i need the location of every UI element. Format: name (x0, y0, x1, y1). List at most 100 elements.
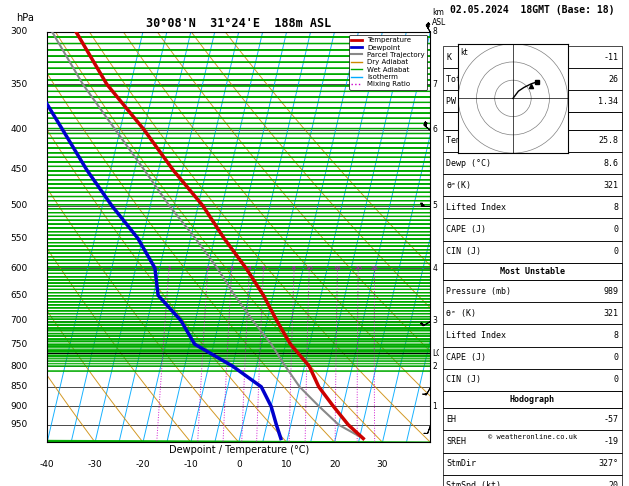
Legend: Temperature, Dewpoint, Parcel Trajectory, Dry Adiabat, Wet Adiabat, Isotherm, Mi: Temperature, Dewpoint, Parcel Trajectory… (349, 35, 427, 89)
Bar (443, 241, 622, 263)
Text: PW (cm): PW (cm) (447, 97, 481, 106)
Bar (443, 280, 622, 302)
Bar (443, 68, 622, 90)
Bar (443, 324, 622, 347)
Text: 8: 8 (613, 203, 618, 212)
Text: 20: 20 (329, 460, 340, 469)
Text: CIN (J): CIN (J) (447, 247, 481, 256)
Text: StmDir: StmDir (447, 459, 476, 468)
Bar (443, 112, 622, 130)
Text: 8.6: 8.6 (603, 158, 618, 168)
Text: 20: 20 (354, 266, 362, 271)
Text: 30: 30 (377, 460, 388, 469)
Text: θᵉ(K): θᵉ(K) (447, 181, 471, 190)
Text: 5: 5 (432, 201, 437, 210)
Text: 750: 750 (10, 340, 27, 348)
Text: 2: 2 (206, 266, 209, 271)
Bar (443, 475, 622, 486)
Text: 26: 26 (608, 75, 618, 84)
Text: 0: 0 (236, 460, 242, 469)
Bar (443, 302, 622, 324)
Text: 20: 20 (608, 481, 618, 486)
Text: 0: 0 (613, 225, 618, 234)
Bar (443, 452, 622, 475)
Text: θᵉ (K): θᵉ (K) (447, 309, 476, 318)
Text: 2: 2 (432, 362, 437, 371)
Bar (443, 347, 622, 369)
Text: 25.8: 25.8 (598, 137, 618, 145)
Text: 1: 1 (167, 266, 170, 271)
Text: 327°: 327° (598, 459, 618, 468)
Text: 0: 0 (613, 247, 618, 256)
Bar (443, 263, 622, 280)
Bar (443, 391, 622, 408)
Text: 10: 10 (281, 460, 292, 469)
Text: 8: 8 (613, 331, 618, 340)
Bar (443, 174, 622, 196)
Text: Dewp (°C): Dewp (°C) (447, 158, 491, 168)
Text: -40: -40 (40, 460, 55, 469)
Text: Temp (°C): Temp (°C) (447, 137, 491, 145)
Text: 3: 3 (432, 316, 437, 325)
Bar (443, 46, 622, 68)
Bar (443, 408, 622, 430)
Text: 650: 650 (10, 291, 27, 300)
Text: 0: 0 (613, 353, 618, 362)
Text: 3: 3 (230, 266, 233, 271)
Text: Pressure (mb): Pressure (mb) (447, 287, 511, 295)
Text: -19: -19 (603, 437, 618, 446)
Text: 600: 600 (10, 263, 27, 273)
Text: CIN (J): CIN (J) (447, 375, 481, 384)
Text: hPa: hPa (16, 14, 35, 23)
Text: Hodograph: Hodograph (510, 395, 555, 404)
Bar (443, 218, 622, 241)
Text: km
ASL: km ASL (432, 8, 447, 28)
Text: 4: 4 (247, 266, 252, 271)
Text: © weatheronline.co.uk: © weatheronline.co.uk (487, 434, 577, 440)
Bar (443, 90, 622, 112)
Text: 850: 850 (10, 382, 27, 391)
Text: 25: 25 (370, 266, 379, 271)
Text: Most Unstable: Most Unstable (500, 267, 565, 276)
Text: 900: 900 (10, 402, 27, 411)
Text: -11: -11 (603, 52, 618, 62)
Text: K: K (447, 52, 452, 62)
Text: 02.05.2024  18GMT (Base: 18): 02.05.2024 18GMT (Base: 18) (450, 5, 615, 15)
Text: 0: 0 (613, 375, 618, 384)
Text: CAPE (J): CAPE (J) (447, 353, 486, 362)
Text: SREH: SREH (447, 437, 467, 446)
Text: 300: 300 (10, 27, 27, 36)
Text: -57: -57 (603, 415, 618, 424)
Bar (443, 430, 622, 452)
Text: Totals Totals: Totals Totals (447, 75, 511, 84)
Text: 6: 6 (432, 125, 437, 134)
Text: 7: 7 (432, 80, 437, 88)
X-axis label: Dewpoint / Temperature (°C): Dewpoint / Temperature (°C) (169, 445, 309, 455)
Text: 1: 1 (432, 402, 437, 411)
Text: 5: 5 (262, 266, 265, 271)
Text: 400: 400 (10, 125, 27, 134)
Title: 30°08'N  31°24'E  188m ASL: 30°08'N 31°24'E 188m ASL (146, 17, 331, 31)
Text: EH: EH (447, 415, 457, 424)
Text: 8: 8 (432, 27, 437, 36)
Text: 989: 989 (603, 287, 618, 295)
Text: Lifted Index: Lifted Index (447, 331, 506, 340)
Bar (443, 130, 622, 152)
Text: 321: 321 (603, 181, 618, 190)
Text: kt: kt (460, 48, 468, 57)
Text: 15: 15 (333, 266, 342, 271)
Text: 700: 700 (10, 316, 27, 325)
Text: 4: 4 (432, 263, 437, 273)
Text: Mixing Ratio (g/kg): Mixing Ratio (g/kg) (457, 200, 465, 274)
Text: 321: 321 (603, 309, 618, 318)
Text: 550: 550 (10, 234, 27, 243)
Text: 950: 950 (10, 420, 27, 429)
Text: -20: -20 (136, 460, 150, 469)
Text: 450: 450 (10, 165, 27, 174)
Text: 500: 500 (10, 201, 27, 210)
Text: StmSpd (kt): StmSpd (kt) (447, 481, 501, 486)
Bar (443, 196, 622, 218)
Text: -30: -30 (87, 460, 103, 469)
Text: Lifted Index: Lifted Index (447, 203, 506, 212)
Text: 800: 800 (10, 362, 27, 371)
